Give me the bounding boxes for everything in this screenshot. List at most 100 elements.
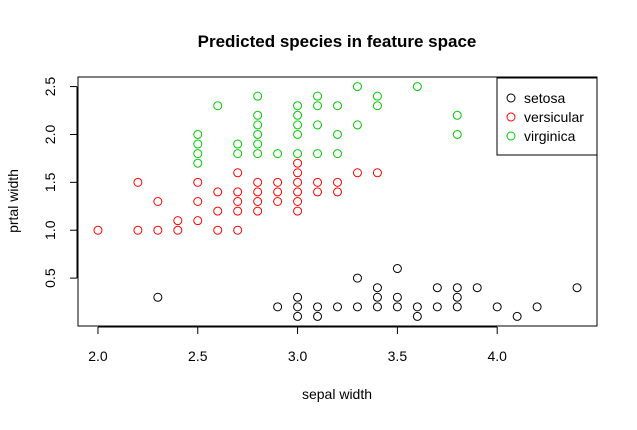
- point-versicular: [293, 177, 303, 187]
- point-setosa: [273, 302, 283, 312]
- legend-marker-versicular: [506, 112, 516, 122]
- point-virginica: [333, 149, 342, 159]
- point-virginica: [193, 139, 203, 149]
- point-virginica: [273, 149, 283, 159]
- point-versicular: [233, 206, 243, 216]
- point-virginica: [253, 110, 263, 120]
- point-setosa: [392, 302, 402, 312]
- chart-title: Predicted species in feature space: [198, 32, 477, 51]
- point-setosa: [333, 302, 342, 312]
- point-virginica: [293, 129, 303, 139]
- point-virginica: [293, 110, 303, 120]
- point-versicular: [253, 187, 263, 197]
- point-setosa: [412, 302, 422, 312]
- x-tick-label: 2.0: [88, 348, 108, 364]
- point-setosa: [372, 302, 382, 312]
- point-versicular: [193, 197, 203, 206]
- point-setosa: [472, 283, 482, 293]
- point-virginica: [233, 139, 243, 149]
- point-virginica: [372, 91, 382, 101]
- point-virginica: [253, 120, 263, 130]
- point-virginica: [412, 82, 422, 92]
- point-setosa: [372, 283, 382, 293]
- legend-box: [496, 77, 598, 156]
- point-versicular: [133, 177, 143, 187]
- point-virginica: [253, 129, 263, 139]
- x-tick-label: 3.5: [388, 348, 408, 364]
- point-virginica: [253, 91, 263, 101]
- legend-marker-virginica: [506, 131, 516, 141]
- x-axis: 2.0 2.5 3.0 3.5 4.0: [88, 326, 507, 364]
- point-virginica: [313, 120, 323, 130]
- point-virginica: [352, 82, 362, 92]
- point-versicular: [193, 177, 203, 187]
- point-versicular: [313, 187, 323, 197]
- point-setosa: [153, 292, 163, 302]
- point-virginica: [193, 149, 203, 159]
- point-versicular: [233, 197, 243, 206]
- point-versicular: [213, 187, 223, 197]
- point-virginica: [313, 101, 323, 111]
- point-setosa: [313, 302, 323, 312]
- point-versicular: [173, 225, 183, 235]
- point-setosa: [452, 292, 462, 302]
- point-setosa: [452, 302, 462, 312]
- point-versicular: [372, 168, 382, 178]
- point-setosa: [293, 292, 303, 302]
- point-versicular: [333, 187, 342, 197]
- point-virginica: [293, 101, 303, 111]
- point-versicular: [213, 206, 223, 216]
- y-axis-label: prtal width: [5, 169, 21, 233]
- point-virginica: [372, 101, 382, 111]
- point-versicular: [293, 187, 303, 197]
- point-virginica: [352, 120, 362, 130]
- point-versicular: [193, 216, 203, 226]
- point-virginica: [313, 91, 323, 101]
- point-versicular: [153, 225, 163, 235]
- y-tick-label: 1.5: [42, 172, 58, 192]
- point-virginica: [193, 129, 203, 139]
- point-virginica: [452, 110, 462, 120]
- point-versicular: [273, 187, 283, 197]
- point-versicular: [273, 197, 283, 206]
- point-versicular: [233, 225, 243, 235]
- point-setosa: [352, 273, 362, 283]
- point-setosa: [512, 311, 522, 321]
- y-tick-label: 2.0: [42, 125, 58, 145]
- point-versicular: [273, 177, 283, 187]
- point-versicular: [253, 197, 263, 206]
- point-versicular: [93, 225, 103, 235]
- x-tick-label: 4.0: [487, 348, 507, 364]
- y-tick-label: 1.0: [42, 220, 58, 240]
- point-virginica: [193, 158, 203, 168]
- point-versicular: [233, 168, 243, 178]
- point-virginica: [333, 101, 342, 111]
- y-tick-label: 0.5: [42, 268, 58, 288]
- point-versicular: [233, 187, 243, 197]
- legend-items: setosa versicular virginica: [506, 90, 584, 144]
- point-versicular: [313, 177, 323, 187]
- point-virginica: [293, 120, 303, 130]
- point-versicular: [153, 197, 163, 206]
- legend: setosa versicular virginica: [496, 77, 598, 156]
- point-setosa: [293, 302, 303, 312]
- point-versicular: [293, 206, 303, 216]
- legend-marker-setosa: [506, 93, 516, 103]
- y-tick-label: 2.5: [42, 77, 58, 97]
- point-versicular: [293, 158, 303, 168]
- point-virginica: [333, 129, 342, 139]
- point-virginica: [293, 149, 303, 159]
- point-setosa: [392, 264, 402, 274]
- point-setosa: [432, 283, 442, 293]
- point-virginica: [213, 101, 223, 111]
- point-versicular: [293, 168, 303, 178]
- point-setosa: [532, 302, 542, 312]
- point-virginica: [233, 149, 243, 159]
- point-versicular: [173, 216, 183, 226]
- data-points: [93, 82, 582, 321]
- point-setosa: [372, 292, 382, 302]
- legend-label-setosa: setosa: [524, 90, 565, 106]
- point-versicular: [333, 177, 342, 187]
